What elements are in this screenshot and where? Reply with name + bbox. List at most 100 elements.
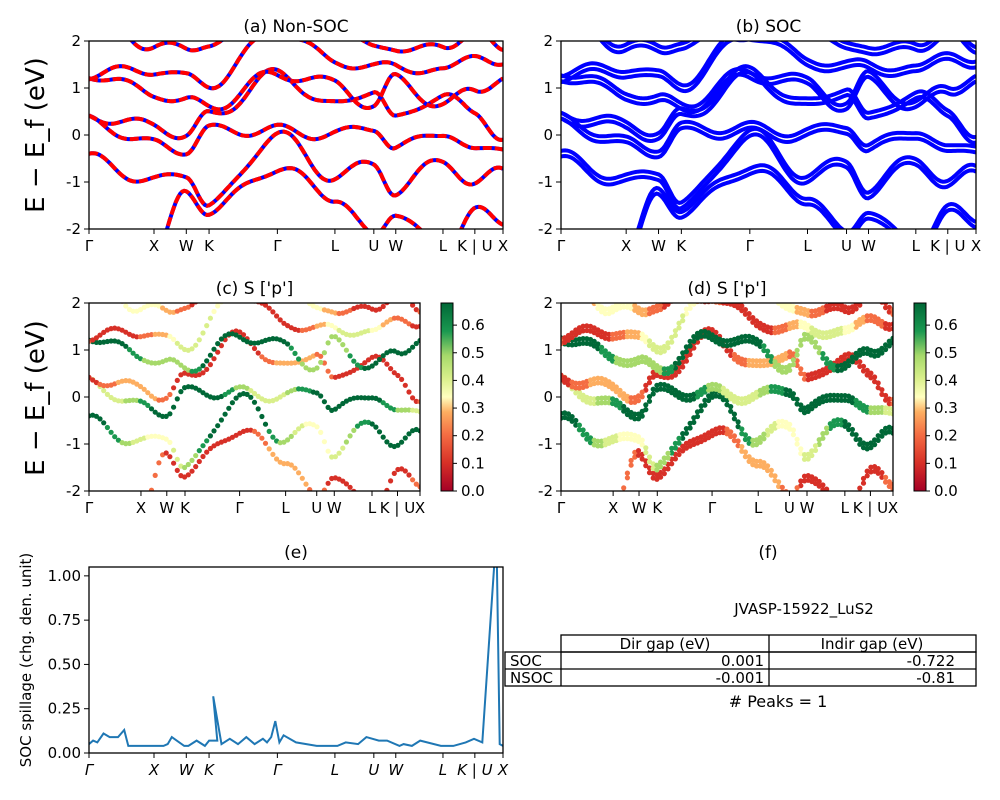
projection-point (558, 276, 563, 281)
projection-point (211, 308, 217, 315)
projection-point (292, 429, 298, 436)
projection-point (152, 331, 158, 337)
projection-point (336, 403, 342, 409)
projection-point (824, 425, 830, 431)
projection-point (592, 519, 597, 524)
projection-point (643, 382, 649, 388)
projection-point (646, 338, 653, 344)
projection-point (731, 351, 738, 358)
ytick-label: -2 (66, 482, 81, 500)
projection-point (185, 304, 191, 310)
xtick-label: Γ (85, 761, 95, 779)
projection-point (646, 380, 653, 386)
projection-point (207, 352, 213, 358)
projection-point (130, 350, 136, 356)
projection-point (318, 493, 323, 498)
projection-point (399, 407, 405, 413)
projection-point (204, 358, 210, 364)
xtick-label: W (651, 237, 666, 255)
xtick-label: K (180, 499, 191, 517)
axes-frame (560, 302, 894, 492)
projection-point (658, 386, 664, 392)
projection-point (632, 303, 638, 309)
projection-point (573, 270, 578, 275)
ytick-label: -1 (66, 435, 81, 453)
projection-point (676, 289, 681, 294)
projection-point (573, 497, 578, 502)
projection-point (635, 448, 642, 454)
projection-point (635, 416, 642, 422)
projection-point (650, 360, 656, 366)
projection-point (562, 375, 568, 381)
projection-point (160, 413, 166, 419)
projection-point (340, 342, 346, 348)
projection-point (875, 409, 881, 415)
projection-point (145, 402, 151, 408)
projection-point (865, 290, 870, 295)
projection-point (380, 400, 386, 406)
projection-point (189, 303, 195, 308)
projection-point (673, 291, 678, 296)
projection-point (794, 485, 800, 491)
projection-point (410, 303, 416, 308)
projection-point (669, 334, 675, 340)
projection-point (101, 383, 107, 389)
projection-point (709, 386, 715, 392)
projection-point (296, 293, 301, 298)
projection-point (683, 430, 690, 436)
projection-point (573, 417, 579, 424)
projection-point (872, 292, 877, 297)
projection-point (558, 271, 563, 276)
projection-point (207, 362, 213, 368)
projection-point (805, 451, 811, 457)
projection-point (661, 343, 667, 350)
ytick-label: 2 (71, 32, 81, 50)
projection-point (343, 481, 349, 487)
projection-point (196, 448, 202, 454)
projection-point (362, 419, 368, 425)
projection-point (97, 271, 102, 276)
projection-point (410, 477, 416, 483)
projection-point (193, 453, 199, 459)
xtick-label: L (841, 499, 850, 517)
projection-point (296, 426, 302, 432)
projection-point (237, 334, 243, 340)
projection-point (849, 354, 856, 360)
projection-point (171, 404, 177, 410)
band-line-soc (637, 168, 976, 229)
projection-point (185, 384, 191, 390)
projection-point (584, 431, 590, 437)
projection-point (402, 382, 408, 388)
projection-point (152, 472, 158, 478)
projection-point (178, 362, 184, 368)
projection-point (565, 337, 572, 343)
projection-point (868, 445, 874, 451)
projection-point (868, 440, 874, 446)
projection-point (820, 351, 826, 357)
projection-point (650, 342, 656, 348)
projection-point (846, 422, 852, 428)
projection-point (584, 507, 589, 512)
projection-point (362, 503, 367, 508)
ytick-label: -2 (66, 220, 81, 238)
colorbar-tick-label: 0.2 (934, 427, 958, 445)
projection-point (860, 363, 867, 369)
projection-point (621, 436, 627, 442)
xtick-label: Γ (557, 237, 566, 255)
projection-point (635, 393, 642, 399)
projection-point (790, 357, 797, 363)
projection-point (388, 296, 393, 301)
projection-point (886, 304, 892, 310)
panel-e-title: (e) (284, 543, 308, 563)
panel-e-spillage: (e)0.000.250.500.751.00Γ X W K Γ L U W L K | U XSO… (17, 543, 509, 779)
projection-point (174, 377, 180, 383)
band-line-soc (561, 72, 976, 115)
projection-point (746, 362, 752, 368)
projection-point (93, 413, 99, 419)
projection-point (613, 384, 619, 390)
projection-point (167, 411, 173, 417)
projection-point (402, 318, 408, 324)
projection-point (772, 473, 778, 479)
projection-point (739, 426, 745, 432)
projection-point (314, 365, 320, 371)
